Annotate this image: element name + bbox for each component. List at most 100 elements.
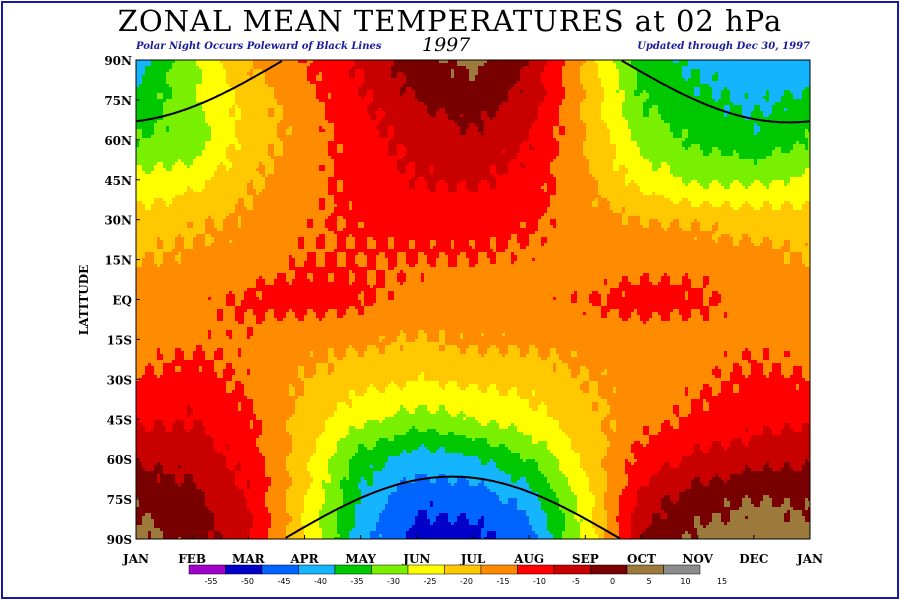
heatmap-cell	[787, 69, 790, 72]
heatmap-cell	[196, 126, 199, 129]
heatmap-cell	[808, 84, 810, 87]
heatmap-cell	[721, 84, 724, 87]
heatmap-cell	[409, 123, 412, 126]
heatmap-cell	[637, 96, 640, 99]
heatmap-cell	[436, 93, 439, 96]
heatmap-cell	[559, 102, 562, 105]
heatmap-cell	[721, 111, 724, 114]
heatmap-cell	[685, 111, 688, 114]
heatmap-cell	[268, 111, 271, 114]
heatmap-cell	[424, 60, 427, 63]
heatmap-cell	[217, 96, 220, 99]
heatmap-cell	[808, 114, 810, 117]
heatmap-cell	[346, 93, 349, 96]
heatmap-cell	[808, 78, 810, 81]
heatmap-cell	[457, 117, 460, 120]
heatmap-cell	[784, 78, 787, 81]
heatmap-cell	[388, 96, 391, 99]
heatmap-cell	[688, 120, 691, 123]
heatmap-cell	[211, 102, 214, 105]
heatmap-cell	[703, 93, 706, 96]
heatmap-cell	[460, 99, 463, 102]
heatmap-cell	[442, 105, 445, 108]
heatmap-cell	[778, 123, 781, 126]
heatmap-cell	[211, 69, 214, 72]
heatmap-cell	[715, 102, 718, 105]
heatmap-cell	[685, 72, 688, 75]
heatmap-cell	[418, 102, 421, 105]
heatmap-cell	[703, 69, 706, 72]
heatmap-cell	[199, 84, 202, 87]
heatmap-cell	[262, 117, 265, 120]
heatmap-cell	[253, 96, 256, 99]
heatmap-cell	[589, 114, 592, 117]
heatmap-cell	[622, 114, 625, 117]
heatmap-cell	[571, 87, 574, 90]
heatmap-cell	[712, 78, 715, 81]
heatmap-cell	[571, 69, 574, 72]
heatmap-cell	[709, 108, 712, 111]
heatmap-cell	[184, 69, 187, 72]
heatmap-cell	[316, 66, 319, 69]
heatmap-cell	[649, 81, 652, 84]
heatmap-cell	[499, 72, 502, 75]
heatmap-cell	[646, 81, 649, 84]
heatmap-cell	[676, 75, 679, 78]
heatmap-cell	[142, 111, 145, 114]
heatmap-cell	[625, 117, 628, 120]
heatmap-cell	[604, 63, 607, 66]
heatmap-cell	[463, 114, 466, 117]
heatmap-cell	[286, 108, 289, 111]
heatmap-cell	[607, 111, 610, 114]
heatmap-cell	[229, 114, 232, 117]
heatmap-cell	[160, 69, 163, 72]
heatmap-cell	[253, 81, 256, 84]
heatmap-cell	[220, 78, 223, 81]
heatmap-cell	[634, 60, 637, 63]
heatmap-cell	[490, 81, 493, 84]
heatmap-cell	[562, 102, 565, 105]
heatmap-cell	[718, 123, 721, 126]
heatmap-cell	[526, 117, 529, 120]
heatmap-cell	[166, 69, 169, 72]
heatmap-cell	[259, 108, 262, 111]
heatmap-cell	[643, 111, 646, 114]
heatmap-cell	[673, 60, 676, 63]
heatmap-cell	[796, 72, 799, 75]
heatmap-cell	[511, 69, 514, 72]
heatmap-cell	[652, 108, 655, 111]
heatmap-cell	[631, 111, 634, 114]
heatmap-cell	[211, 108, 214, 111]
heatmap-cell	[157, 120, 160, 123]
heatmap-cell	[481, 96, 484, 99]
heatmap-cell	[169, 105, 172, 108]
heatmap-cell	[292, 105, 295, 108]
heatmap-cell	[211, 99, 214, 102]
heatmap-cell	[322, 117, 325, 120]
heatmap-cell	[508, 114, 511, 117]
heatmap-cell	[739, 117, 742, 120]
heatmap-cell	[538, 114, 541, 117]
heatmap-cell	[568, 123, 571, 126]
heatmap-cell	[805, 111, 808, 114]
heatmap-cell	[223, 120, 226, 123]
heatmap-cell	[508, 111, 511, 114]
heatmap-cell	[589, 81, 592, 84]
heatmap-cell	[244, 111, 247, 114]
heatmap-cell	[475, 111, 478, 114]
heatmap-cell	[244, 99, 247, 102]
heatmap-cell	[466, 84, 469, 87]
heatmap-cell	[628, 105, 631, 108]
heatmap-cell	[454, 75, 457, 78]
heatmap-cell	[712, 114, 715, 117]
heatmap-cell	[373, 117, 376, 120]
heatmap-cell	[679, 78, 682, 81]
heatmap-cell	[805, 87, 808, 90]
heatmap-cell	[241, 75, 244, 78]
heatmap-cell	[490, 99, 493, 102]
heatmap-cell	[268, 63, 271, 66]
heatmap-cell	[361, 123, 364, 126]
heatmap-cell	[586, 102, 589, 105]
heatmap-cell	[151, 123, 154, 126]
heatmap-cell	[505, 99, 508, 102]
